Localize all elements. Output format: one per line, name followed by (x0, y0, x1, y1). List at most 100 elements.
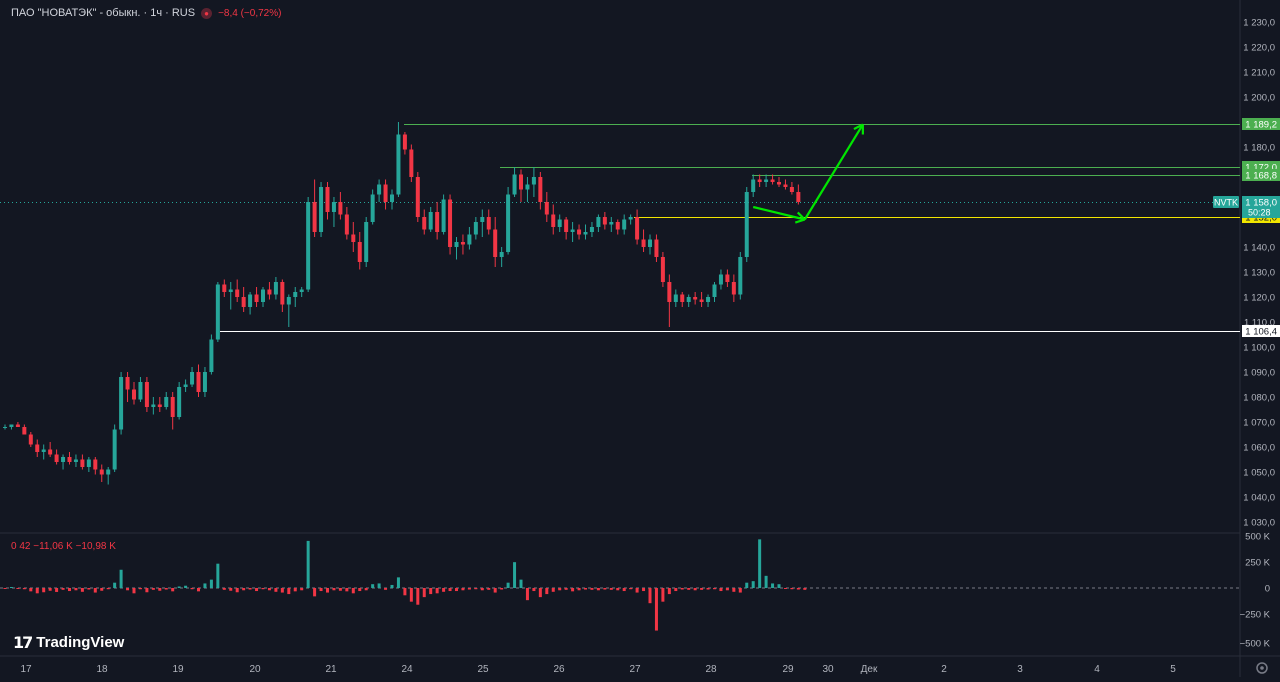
candle-body (16, 425, 20, 428)
volume-bar (500, 588, 503, 590)
candle-body (693, 297, 697, 300)
volume-bar (126, 588, 129, 590)
candle-body (171, 397, 175, 417)
candle-body (338, 202, 342, 215)
volume-bar (403, 588, 406, 595)
volume-bar (507, 583, 510, 588)
candle-body (332, 202, 336, 212)
time-tick-label: 19 (172, 664, 184, 675)
candle-body (764, 180, 768, 183)
candle-body (48, 450, 52, 455)
candle-body (151, 405, 155, 408)
volume-bar (603, 588, 606, 590)
volume-bar (481, 588, 484, 590)
candle-body (274, 282, 278, 295)
candle-body (377, 185, 381, 195)
candle-body (132, 390, 136, 400)
time-tick-label: 17 (20, 664, 32, 675)
volume-bar (391, 585, 394, 588)
time-tick-label: 18 (96, 664, 108, 675)
volume-bar (578, 588, 581, 590)
volume-bar (436, 588, 439, 593)
tradingview-logo[interactable]: 17 TradingView (13, 633, 124, 652)
level-price-label: 1 168,8 (1245, 171, 1277, 182)
volume-bar (74, 588, 77, 590)
volume-bar (378, 583, 381, 588)
candle-body (487, 217, 491, 230)
price-tick-label: 1 100,0 (1243, 343, 1275, 354)
candle-body (119, 377, 123, 430)
volume-bar (423, 588, 426, 597)
candle-body (248, 295, 252, 308)
price-tick-label: 1 030,0 (1243, 518, 1275, 529)
market-status-icon[interactable]: ● (201, 8, 212, 19)
candle-body (313, 202, 317, 232)
candle-body (519, 175, 523, 190)
volume-bar (513, 562, 516, 588)
candle-body (467, 235, 471, 245)
candle-body (164, 397, 168, 407)
volume-bar (152, 588, 155, 590)
candle-body (190, 372, 194, 385)
candle-body (577, 230, 581, 235)
volume-bar (474, 588, 477, 589)
price-tick-label: 1 070,0 (1243, 418, 1275, 429)
volume-bar (358, 588, 361, 591)
candle-body (538, 177, 542, 202)
candle-body (442, 200, 446, 233)
candle-body (558, 220, 562, 228)
volume-bar (287, 588, 290, 594)
price-tick-label: 1 120,0 (1243, 293, 1275, 304)
candle-body (145, 382, 149, 407)
candle-body (106, 470, 110, 475)
volume-bar (681, 588, 684, 590)
candle-body (609, 222, 613, 225)
volume-bar (313, 588, 316, 596)
candle-body (493, 230, 497, 258)
volume-bar (571, 588, 574, 591)
volume-bar (674, 588, 677, 591)
time-tick-label: 28 (705, 664, 717, 675)
candle-body (700, 300, 704, 303)
candle-body (674, 295, 678, 303)
volume-bar (320, 588, 323, 591)
volume-bar (281, 588, 284, 593)
volume-bar (139, 588, 142, 589)
volume-bar (216, 564, 219, 588)
candle-body (758, 180, 762, 183)
candle-body (474, 222, 478, 235)
candle-body (358, 242, 362, 262)
volume-bar (468, 588, 471, 590)
volume-bar (416, 588, 419, 605)
price-tick-label: 1 060,0 (1243, 443, 1275, 454)
candle-body (42, 450, 46, 453)
candle-body (300, 290, 304, 293)
ticker-label: NVTK (1214, 198, 1238, 208)
volume-bar (274, 588, 277, 592)
symbol-title[interactable]: ПАО "НОВАТЭК" - обыкн. · 1ч · RUS (11, 7, 195, 19)
candle-body (448, 200, 452, 248)
candle-body (532, 177, 536, 185)
candle-body (126, 377, 130, 390)
volume-bar (10, 587, 13, 588)
candle-body (267, 290, 271, 295)
volume-legend[interactable]: 0 42 −11,06 K −10,98 K (11, 541, 116, 552)
candle-body (138, 382, 142, 400)
volume-bar (197, 588, 200, 591)
candle-body (506, 195, 510, 253)
volume-bar (732, 588, 735, 592)
candle-body (364, 222, 368, 262)
volume-bar (790, 588, 793, 589)
volume-bar (442, 588, 445, 592)
volume-bar (255, 588, 258, 591)
volume-bar (236, 588, 239, 592)
volume-bar (494, 588, 497, 593)
candle-body (642, 240, 646, 248)
volume-bar (16, 588, 19, 589)
volume-bar (113, 583, 116, 588)
candle-body (796, 192, 800, 202)
volume-bar (668, 588, 671, 594)
price-tick-label: 1 230,0 (1243, 18, 1275, 29)
